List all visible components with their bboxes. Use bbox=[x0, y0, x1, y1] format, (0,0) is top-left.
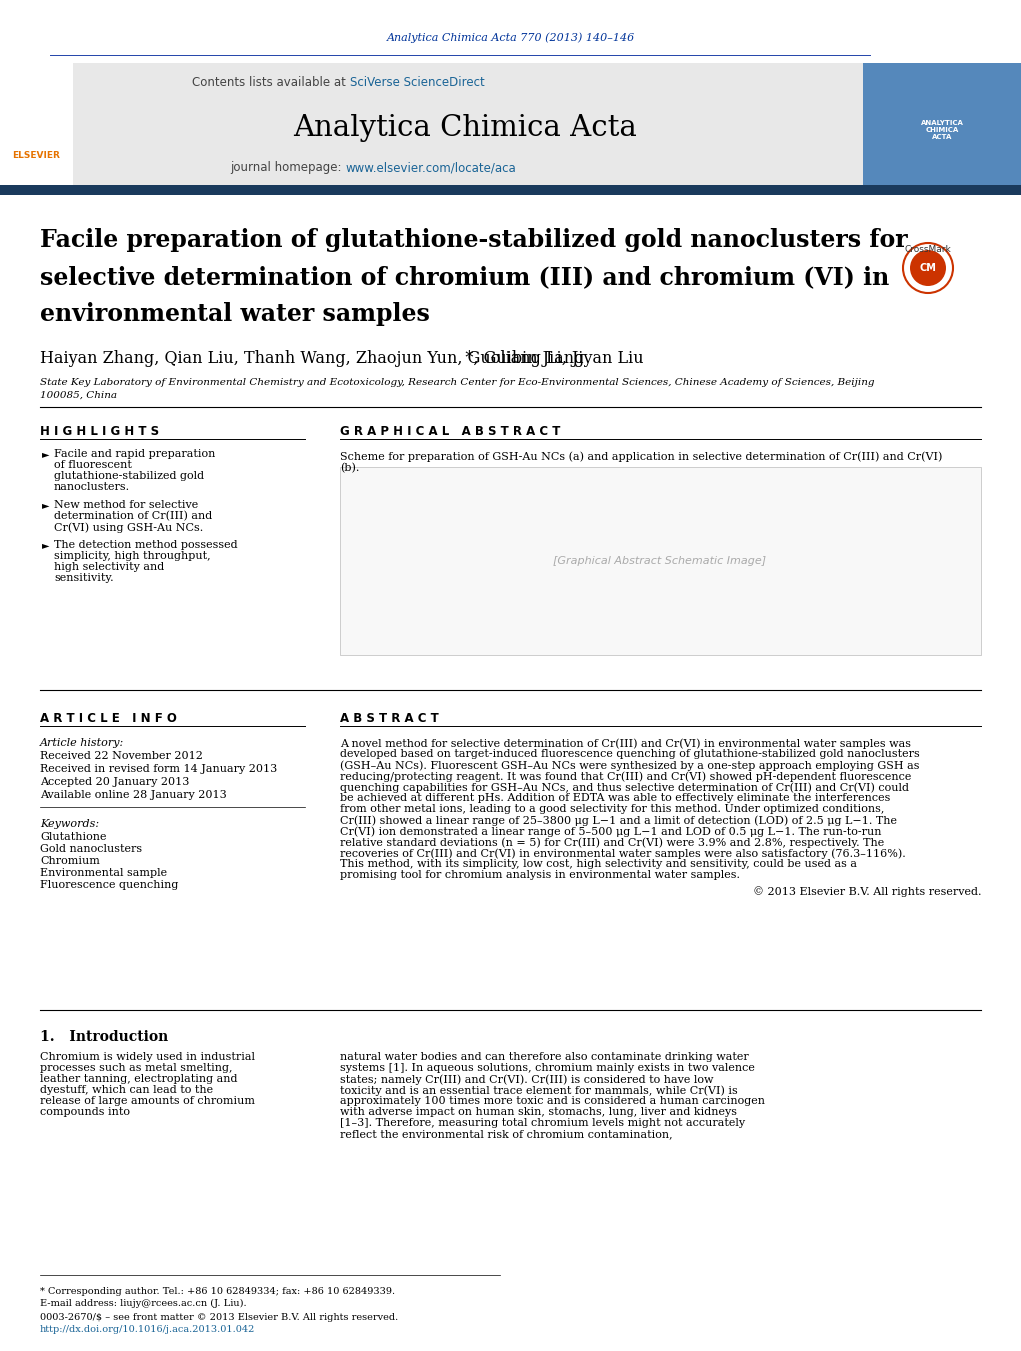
Text: (GSH–Au NCs). Fluorescent GSH–Au NCs were synthesized by a one-step approach emp: (GSH–Au NCs). Fluorescent GSH–Au NCs wer… bbox=[340, 761, 920, 770]
Text: from other metal ions, leading to a good selectivity for this method. Under opti: from other metal ions, leading to a good… bbox=[340, 804, 884, 815]
Text: Analytica Chimica Acta: Analytica Chimica Acta bbox=[293, 113, 637, 142]
Text: Gold nanoclusters: Gold nanoclusters bbox=[40, 844, 142, 854]
Text: Available online 28 January 2013: Available online 28 January 2013 bbox=[40, 790, 227, 800]
Text: reducing/protecting reagent. It was found that Cr(III) and Cr(VI) showed pH-depe: reducing/protecting reagent. It was foun… bbox=[340, 771, 912, 782]
Text: H I G H L I G H T S: H I G H L I G H T S bbox=[40, 426, 159, 438]
Text: high selectivity and: high selectivity and bbox=[54, 562, 164, 571]
Text: 100085, China: 100085, China bbox=[40, 390, 117, 400]
Text: 1.   Introduction: 1. Introduction bbox=[40, 1029, 168, 1044]
Text: http://dx.doi.org/10.1016/j.aca.2013.01.042: http://dx.doi.org/10.1016/j.aca.2013.01.… bbox=[40, 1325, 255, 1333]
Text: Accepted 20 January 2013: Accepted 20 January 2013 bbox=[40, 777, 189, 788]
Text: be achieved at different pHs. Addition of EDTA was able to effectively eliminate: be achieved at different pHs. Addition o… bbox=[340, 793, 890, 802]
Text: Received 22 November 2012: Received 22 November 2012 bbox=[40, 751, 203, 761]
Text: Keywords:: Keywords: bbox=[40, 819, 99, 830]
Text: *, Guibin Jiang: *, Guibin Jiang bbox=[40, 350, 584, 367]
Text: systems [1]. In aqueous solutions, chromium mainly exists in two valence: systems [1]. In aqueous solutions, chrom… bbox=[340, 1063, 755, 1073]
Text: 0003-2670/$ – see front matter © 2013 Elsevier B.V. All rights reserved.: 0003-2670/$ – see front matter © 2013 El… bbox=[40, 1313, 398, 1323]
Text: Cr(VI) ion demonstrated a linear range of 5–500 μg L−1 and LOD of 0.5 μg L−1. Th: Cr(VI) ion demonstrated a linear range o… bbox=[340, 825, 881, 836]
Text: developed based on target-induced fluorescence quenching of glutathione-stabiliz: developed based on target-induced fluore… bbox=[340, 748, 920, 759]
Text: glutathione-stabilized gold: glutathione-stabilized gold bbox=[54, 471, 204, 481]
Text: www.elsevier.com/locate/aca: www.elsevier.com/locate/aca bbox=[345, 162, 516, 174]
Text: Cr(VI) using GSH-Au NCs.: Cr(VI) using GSH-Au NCs. bbox=[54, 521, 203, 532]
Text: Analytica Chimica Acta 770 (2013) 140–146: Analytica Chimica Acta 770 (2013) 140–14… bbox=[387, 32, 635, 43]
Text: recoveries of Cr(III) and Cr(VI) in environmental water samples were also satisf: recoveries of Cr(III) and Cr(VI) in envi… bbox=[340, 848, 906, 859]
Text: E-mail address: liujy@rcees.ac.cn (J. Liu).: E-mail address: liujy@rcees.ac.cn (J. Li… bbox=[40, 1300, 247, 1308]
Text: with adverse impact on human skin, stomachs, lung, liver and kidneys: with adverse impact on human skin, stoma… bbox=[340, 1106, 737, 1117]
Text: Facile and rapid preparation: Facile and rapid preparation bbox=[54, 449, 215, 459]
Text: leather tanning, electroplating and: leather tanning, electroplating and bbox=[40, 1074, 238, 1084]
Text: states; namely Cr(III) and Cr(VI). Cr(III) is considered to have low: states; namely Cr(III) and Cr(VI). Cr(II… bbox=[340, 1074, 714, 1085]
Bar bbox=[863, 63, 1021, 185]
Text: Facile preparation of glutathione-stabilized gold nanoclusters for: Facile preparation of glutathione-stabil… bbox=[40, 228, 908, 253]
Bar bbox=[0, 63, 72, 185]
Text: determination of Cr(III) and: determination of Cr(III) and bbox=[54, 511, 212, 521]
Text: selective determination of chromium (III) and chromium (VI) in: selective determination of chromium (III… bbox=[40, 265, 889, 289]
Text: ANALYTICA
CHIMICA
ACTA: ANALYTICA CHIMICA ACTA bbox=[921, 120, 964, 141]
Text: sensitivity.: sensitivity. bbox=[54, 573, 113, 584]
Text: promising tool for chromium analysis in environmental water samples.: promising tool for chromium analysis in … bbox=[340, 870, 740, 880]
Text: ELSEVIER: ELSEVIER bbox=[12, 150, 60, 159]
Text: Received in revised form 14 January 2013: Received in revised form 14 January 2013 bbox=[40, 765, 278, 774]
Text: Environmental sample: Environmental sample bbox=[40, 867, 167, 878]
Circle shape bbox=[903, 243, 953, 293]
Bar bbox=[0, 185, 1021, 195]
Bar bbox=[340, 467, 981, 655]
Text: * Corresponding author. Tel.: +86 10 62849334; fax: +86 10 62849339.: * Corresponding author. Tel.: +86 10 628… bbox=[40, 1288, 395, 1296]
Text: relative standard deviations (n = 5) for Cr(III) and Cr(VI) were 3.9% and 2.8%, : relative standard deviations (n = 5) for… bbox=[340, 838, 884, 847]
Text: ►: ► bbox=[42, 449, 49, 459]
Text: CM: CM bbox=[920, 263, 936, 273]
Text: approximately 100 times more toxic and is considered a human carcinogen: approximately 100 times more toxic and i… bbox=[340, 1096, 765, 1106]
Text: SciVerse ScienceDirect: SciVerse ScienceDirect bbox=[350, 76, 485, 89]
Text: Chromium is widely used in industrial: Chromium is widely used in industrial bbox=[40, 1052, 255, 1062]
Text: A B S T R A C T: A B S T R A C T bbox=[340, 712, 439, 725]
Text: simplicity, high throughput,: simplicity, high throughput, bbox=[54, 551, 210, 561]
Text: A R T I C L E   I N F O: A R T I C L E I N F O bbox=[40, 712, 177, 725]
Bar bbox=[72, 63, 863, 185]
Text: dyestuff, which can lead to the: dyestuff, which can lead to the bbox=[40, 1085, 213, 1096]
Text: Article history:: Article history: bbox=[40, 738, 125, 748]
Text: reflect the environmental risk of chromium contamination,: reflect the environmental risk of chromi… bbox=[340, 1129, 673, 1139]
Text: G R A P H I C A L   A B S T R A C T: G R A P H I C A L A B S T R A C T bbox=[340, 426, 561, 438]
Text: Fluorescence quenching: Fluorescence quenching bbox=[40, 880, 179, 890]
Text: [1–3]. Therefore, measuring total chromium levels might not accurately: [1–3]. Therefore, measuring total chromi… bbox=[340, 1119, 745, 1128]
Text: release of large amounts of chromium: release of large amounts of chromium bbox=[40, 1096, 255, 1106]
Text: New method for selective: New method for selective bbox=[54, 500, 198, 509]
Text: (b).: (b). bbox=[340, 463, 359, 473]
Text: processes such as metal smelting,: processes such as metal smelting, bbox=[40, 1063, 233, 1073]
Text: Glutathione: Glutathione bbox=[40, 832, 106, 842]
Text: Chromium: Chromium bbox=[40, 857, 100, 866]
Text: This method, with its simplicity, low cost, high selectivity and sensitivity, co: This method, with its simplicity, low co… bbox=[340, 859, 857, 869]
Text: Cr(III) showed a linear range of 25–3800 μg L−1 and a limit of detection (LOD) o: Cr(III) showed a linear range of 25–3800… bbox=[340, 815, 897, 825]
Text: © 2013 Elsevier B.V. All rights reserved.: © 2013 Elsevier B.V. All rights reserved… bbox=[752, 886, 981, 897]
Text: State Key Laboratory of Environmental Chemistry and Ecotoxicology, Research Cent: State Key Laboratory of Environmental Ch… bbox=[40, 378, 875, 386]
Text: [Graphical Abstract Schematic Image]: [Graphical Abstract Schematic Image] bbox=[553, 557, 767, 566]
Text: A novel method for selective determination of Cr(III) and Cr(VI) in environmenta: A novel method for selective determinati… bbox=[340, 738, 911, 748]
Circle shape bbox=[910, 250, 946, 286]
Text: nanoclusters.: nanoclusters. bbox=[54, 482, 130, 492]
Text: CrossMark: CrossMark bbox=[905, 246, 952, 254]
Text: quenching capabilities for GSH–Au NCs, and thus selective determination of Cr(II: quenching capabilities for GSH–Au NCs, a… bbox=[340, 782, 909, 793]
Text: The detection method possessed: The detection method possessed bbox=[54, 540, 238, 550]
Text: natural water bodies and can therefore also contaminate drinking water: natural water bodies and can therefore a… bbox=[340, 1052, 748, 1062]
Text: environmental water samples: environmental water samples bbox=[40, 303, 430, 326]
Text: Contents lists available at: Contents lists available at bbox=[192, 76, 350, 89]
Text: Haiyan Zhang, Qian Liu, Thanh Wang, Zhaojun Yun, Guoliang Li, Jiyan Liu: Haiyan Zhang, Qian Liu, Thanh Wang, Zhao… bbox=[40, 350, 643, 367]
Text: compounds into: compounds into bbox=[40, 1106, 130, 1117]
Text: of fluorescent: of fluorescent bbox=[54, 459, 132, 470]
Text: toxicity and is an essential trace element for mammals, while Cr(VI) is: toxicity and is an essential trace eleme… bbox=[340, 1085, 738, 1096]
Text: ►: ► bbox=[42, 500, 49, 509]
Text: Scheme for preparation of GSH-Au NCs (a) and application in selective determinat: Scheme for preparation of GSH-Au NCs (a)… bbox=[340, 451, 942, 462]
Text: ►: ► bbox=[42, 540, 49, 550]
Text: journal homepage:: journal homepage: bbox=[230, 162, 345, 174]
